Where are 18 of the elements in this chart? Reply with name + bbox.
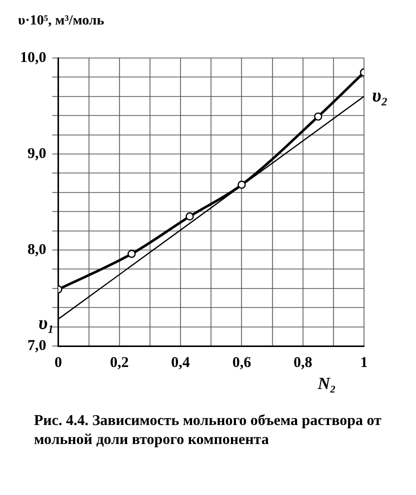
x-tick-label: 0,6 [232,354,252,371]
x-tick-label: 0 [54,354,62,371]
annotation: υ₂ [372,85,388,106]
x-tick-label: 0,4 [171,354,190,371]
x-axis-title: N₂ [316,374,336,393]
x-tick-label: 0,2 [110,354,129,371]
x-tick-label: 0,8 [293,354,312,371]
point [128,250,136,258]
x-tick-label: 1 [360,354,368,371]
y-tick-label: 10,0 [20,50,46,66]
y-tick-label: 7,0 [28,338,46,354]
point [186,212,194,220]
y-axis-title: υ·10⁵, м³/моль [18,14,105,29]
point [238,180,246,189]
annotation: υ₁ [38,313,54,334]
y-tick-label: 8,0 [28,242,46,258]
text: Рис. 4.4. Зависимость мольного объема раствора от мольной доли второго компонента [34,412,382,450]
y-tick-label: 9,0 [28,146,46,162]
